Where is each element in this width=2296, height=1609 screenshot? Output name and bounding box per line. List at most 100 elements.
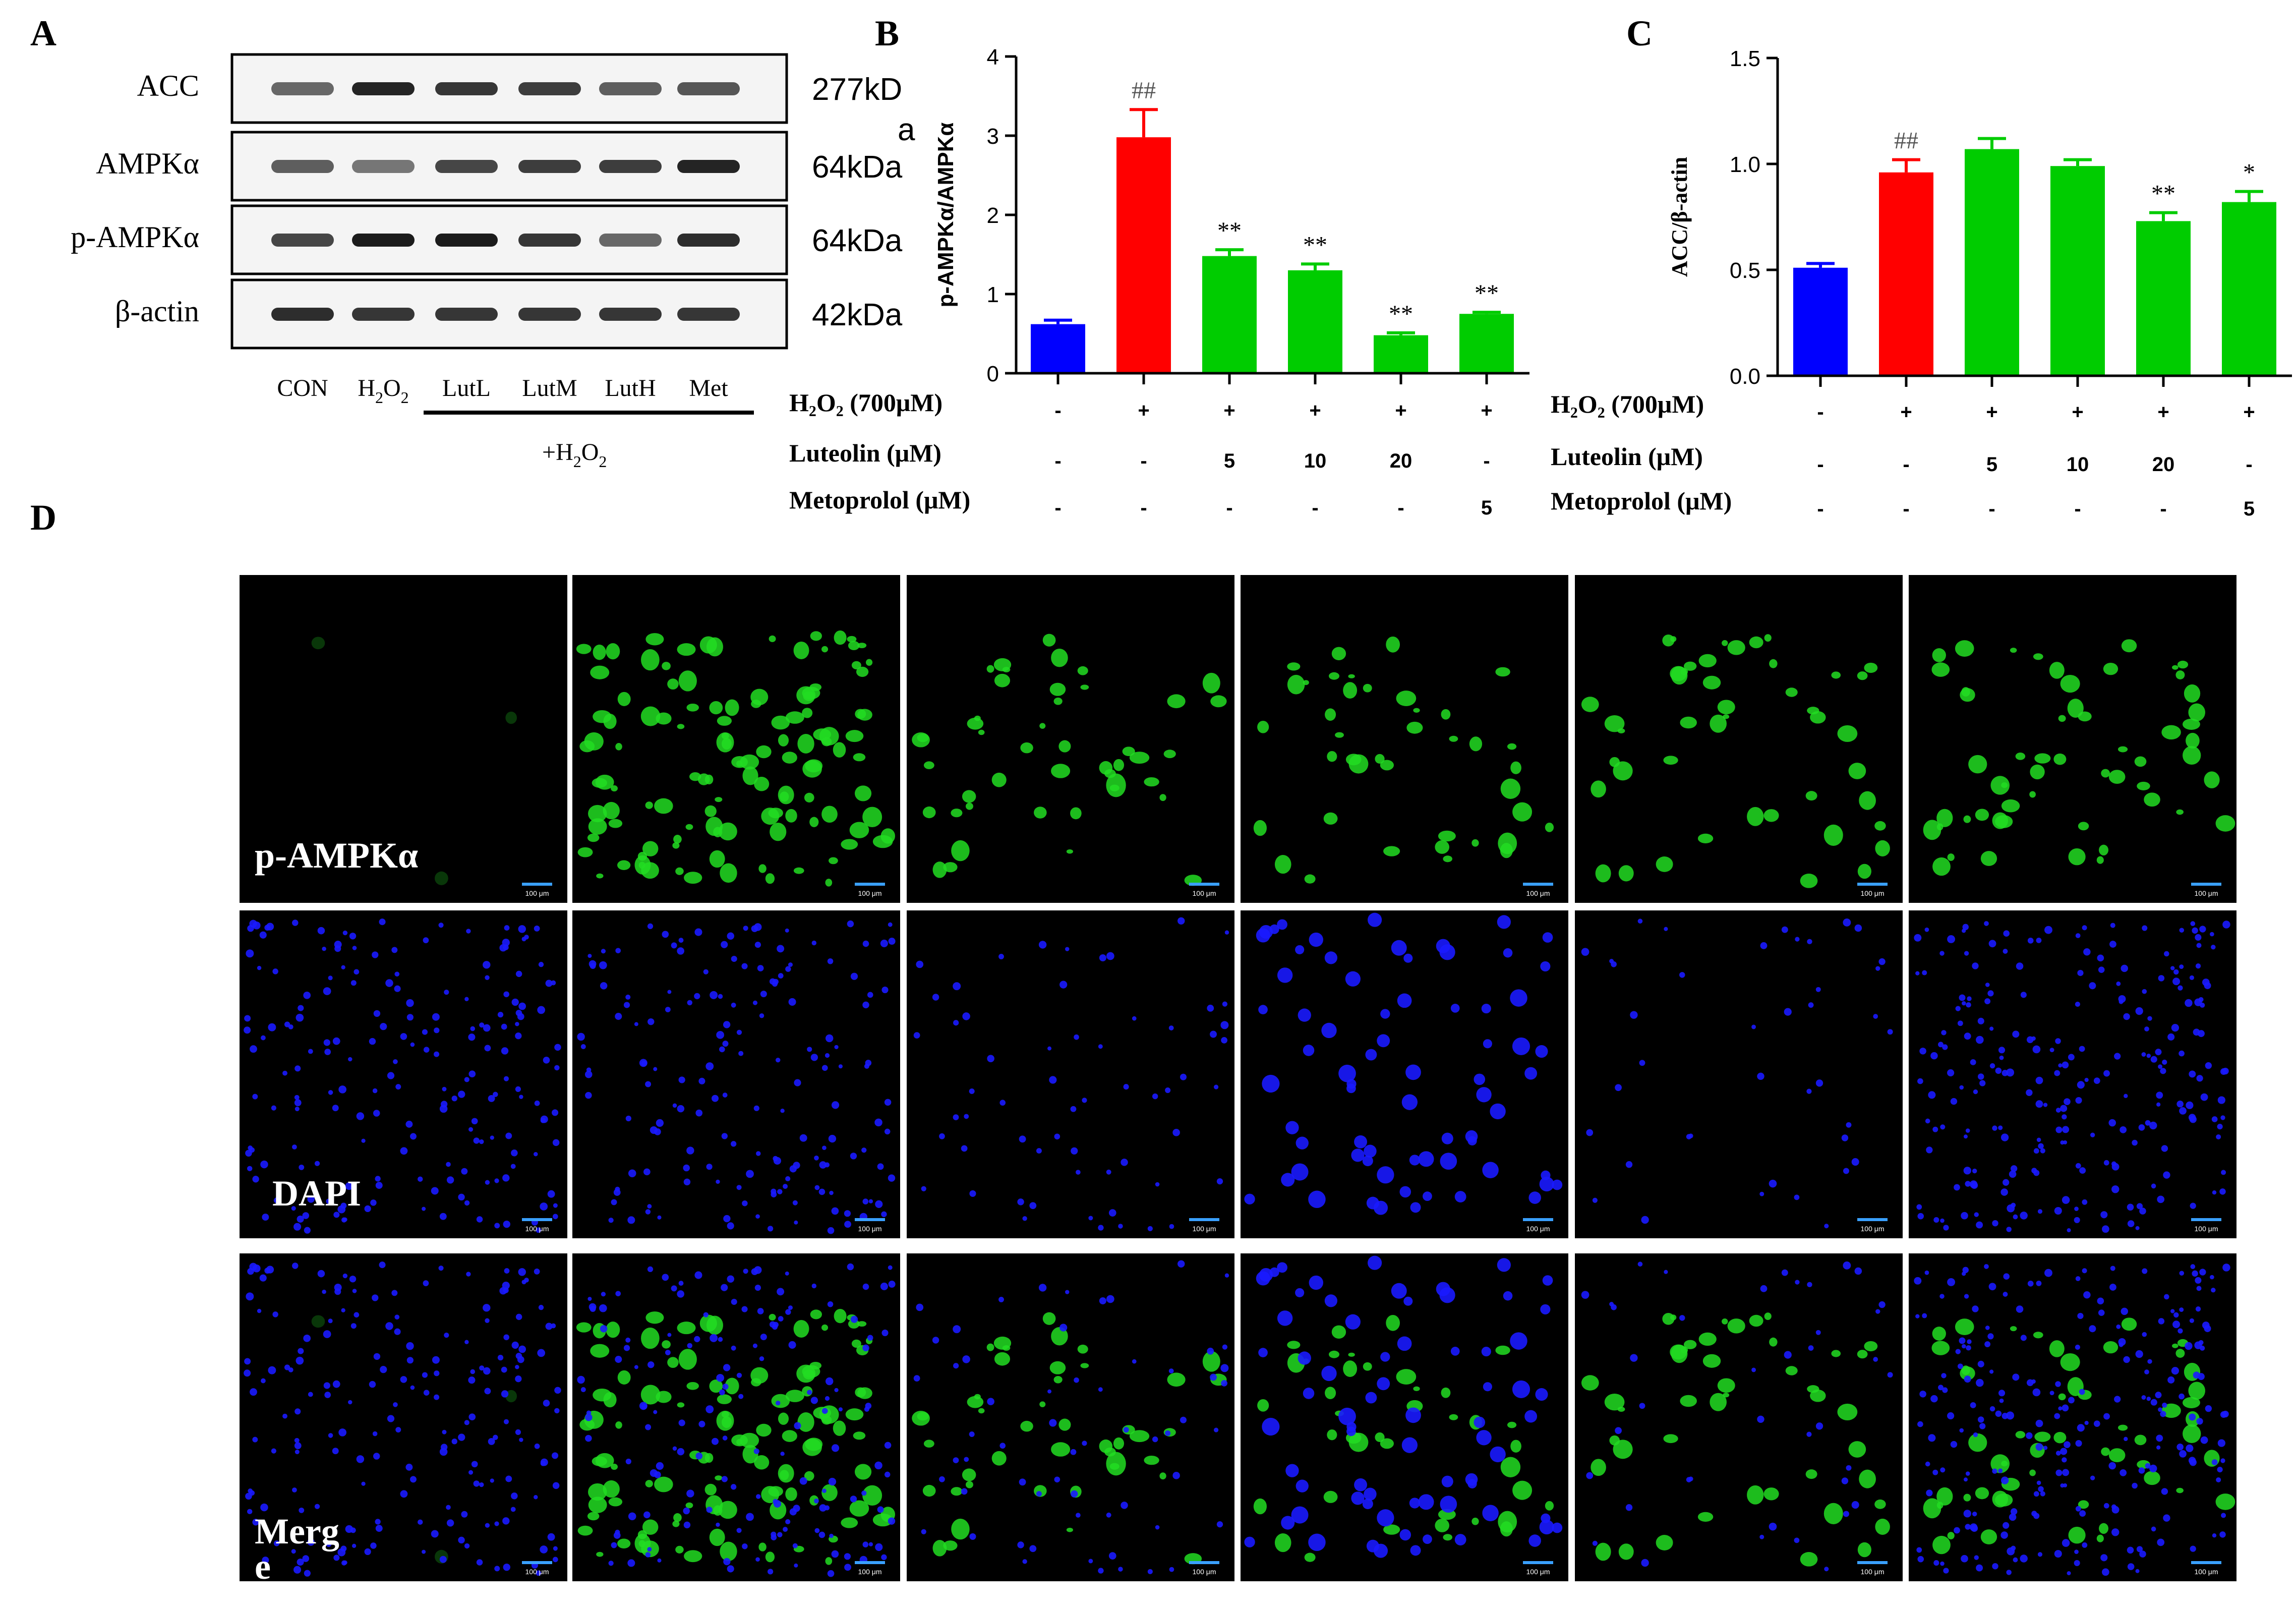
green-cell [2049,1340,2065,1357]
blot-band [352,160,415,173]
scale-bar-label: 100 μm [858,1225,882,1233]
green-cell [2117,746,2128,753]
blue-nucleus [2138,1124,2145,1131]
blue-nucleus [608,1218,614,1223]
blue-nucleus [1940,1124,1946,1130]
blot-band [677,234,740,247]
green-cell [756,745,772,759]
micrograph-tile: 100 μm [240,575,567,903]
green-cell [1960,688,1975,702]
green-cell [1066,849,1073,854]
molecular-weight-label: 64kDa [812,150,903,185]
blot-band [271,160,334,173]
blue-nucleus [2161,1488,2168,1495]
blue-nucleus [2198,997,2204,1002]
blue-nucleus [328,1318,333,1324]
blue-nucleus [665,1350,671,1355]
green-cell [943,862,958,873]
blue-nucleus [1962,1344,1966,1349]
blue-nucleus [479,1139,484,1144]
blue-nucleus [884,1471,891,1478]
blue-nucleus [440,1101,448,1108]
blue-nucleus [825,1034,834,1043]
significance-mark: ## [1894,128,1918,154]
blue-nucleus [519,1438,523,1442]
blue-nucleus [613,1532,621,1539]
blue-nucleus [458,1536,465,1544]
green-cell [587,1512,600,1521]
blue-nucleus [1377,1034,1390,1048]
blue-nucleus [1121,1159,1128,1166]
blue-nucleus [2142,989,2147,994]
blue-nucleus [810,1054,818,1061]
blue-nucleus [1759,1191,1764,1196]
blue-nucleus [888,1517,896,1525]
green-cell [1329,1350,1339,1358]
blue-nucleus [395,1427,401,1433]
green-cell [1329,672,1339,680]
blue-nucleus [1216,1521,1223,1528]
green-cell [1680,1346,1688,1354]
green-cell [1831,671,1841,679]
green-cell [1080,684,1089,690]
blue-nucleus [1922,970,1927,975]
blot-band [599,82,662,95]
blue-nucleus [2006,1068,2015,1077]
green-cell [1831,1350,1841,1357]
blue-nucleus [683,1507,690,1515]
green-cell [771,1394,790,1408]
blue-nucleus [585,1091,592,1099]
blue-nucleus [247,1509,253,1515]
green-cell [645,1480,653,1487]
panel-c-letter: C [1626,13,1653,53]
blue-nucleus [503,991,509,998]
blue-nucleus [2222,921,2230,929]
blue-nucleus [1399,1529,1411,1541]
micrograph-tile: 100 μm [1241,910,1568,1238]
treatment-value: 10 [2067,453,2089,476]
green-cell [1805,791,1817,801]
green-cell [1053,698,1063,705]
blue-nucleus [1262,1074,1280,1093]
green-cell [1383,1524,1400,1535]
green-cell [2010,648,2017,653]
blue-nucleus [1346,1422,1357,1432]
green-cell [1698,654,1717,668]
blue-nucleus [422,1549,426,1554]
blue-nucleus [821,1065,828,1071]
green-cell [2068,1526,2086,1544]
blue-nucleus [2089,982,2096,990]
blue-nucleus [349,933,357,940]
green-cell [965,1481,973,1488]
blue-nucleus [1959,994,1966,1001]
blue-nucleus [1942,1044,1948,1050]
green-cell [1763,1487,1779,1501]
blue-nucleus [785,966,791,972]
blue-nucleus [262,1214,269,1221]
blue-nucleus [2185,999,2193,1007]
blue-nucleus [1512,1380,1530,1398]
blue-nucleus [827,1301,834,1307]
green-cell [2108,1448,2126,1463]
green-cell [579,740,595,753]
green-cell [1680,668,1688,675]
green-cell [785,1390,804,1402]
blue-nucleus [2147,1359,2152,1364]
green-cell [1931,1341,1950,1355]
green-cell [588,818,607,835]
blue-nucleus [1303,1045,1315,1056]
green-cell [1670,1314,1677,1320]
blue-nucleus [2192,1270,2198,1277]
green-cell [821,1484,838,1502]
blue-nucleus [342,930,348,936]
blue-nucleus [727,932,735,940]
blue-nucleus [2142,1268,2148,1274]
blue-nucleus [2012,1030,2020,1038]
blue-nucleus [703,969,709,974]
green-cell [847,636,857,643]
blue-nucleus [939,1476,945,1482]
green-cell [962,790,976,803]
green-cell [1727,1318,1745,1334]
blue-nucleus [723,1364,731,1371]
